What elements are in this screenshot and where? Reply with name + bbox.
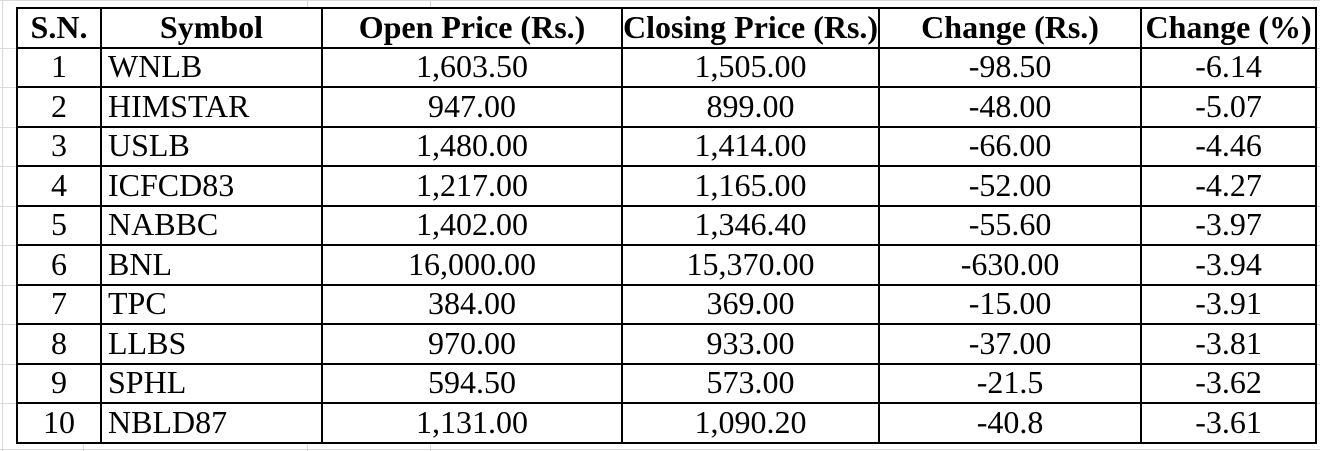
table-row: 7 TPC 384.00 369.00 -15.00 -3.91 [16, 283, 1318, 325]
cell-change-pct: -3.94 [1140, 244, 1318, 286]
cell-closing-price: 1,165.00 [620, 165, 881, 207]
cell-open-price: 1,402.00 [321, 204, 623, 246]
cell-open-price: 1,603.50 [321, 46, 623, 88]
cell-symbol: ICFCD83 [100, 165, 323, 207]
spreadsheet-gridline [307, 443, 308, 451]
spreadsheet-gridline [0, 449, 1320, 450]
table-row: 4 ICFCD83 1,217.00 1,165.00 -52.00 -4.27 [16, 165, 1318, 207]
spreadsheet-gridline [0, 363, 16, 365]
cell-open-price: 1,131.00 [321, 402, 623, 444]
cell-symbol: WNLB [100, 46, 323, 88]
cell-open-price: 1,217.00 [321, 165, 623, 207]
cell-change-pct: -4.46 [1140, 125, 1318, 167]
header-sn: S.N. [16, 7, 102, 49]
table-row: 5 NABBC 1,402.00 1,346.40 -55.60 -3.97 [16, 204, 1318, 246]
cell-open-price: 970.00 [321, 323, 623, 365]
cell-symbol: NBLD87 [100, 402, 323, 444]
cell-closing-price: 369.00 [620, 283, 881, 325]
cell-change-rs: -55.60 [878, 204, 1143, 246]
cell-symbol: BNL [100, 244, 323, 286]
cell-change-rs: -52.00 [878, 165, 1143, 207]
cell-symbol: TPC [100, 283, 323, 325]
cell-change-pct: -3.91 [1140, 283, 1318, 325]
header-open-price: Open Price (Rs.) [321, 7, 623, 49]
header-symbol: Symbol [100, 7, 323, 49]
cell-change-rs: -15.00 [878, 283, 1143, 325]
cell-closing-price: 1,346.40 [620, 204, 881, 246]
table-row: 1 WNLB 1,603.50 1,505.00 -98.50 -6.14 [16, 46, 1318, 88]
cell-symbol: USLB [100, 125, 323, 167]
table-row: 3 USLB 1,480.00 1,414.00 -66.00 -4.46 [16, 125, 1318, 167]
cell-symbol: SPHL [100, 362, 323, 404]
cell-sn: 2 [16, 86, 102, 128]
spreadsheet-gridline [0, 245, 16, 246]
cell-sn: 10 [16, 402, 102, 444]
cell-closing-price: 1,090.20 [620, 402, 881, 444]
spreadsheet-gridline [0, 47, 16, 49]
cell-sn: 7 [16, 283, 102, 325]
spreadsheet-gridline [430, 443, 431, 451]
cell-open-price: 1,480.00 [321, 125, 623, 167]
cell-change-rs: -21.5 [878, 362, 1143, 404]
cell-closing-price: 15,370.00 [620, 244, 881, 286]
cell-sn: 9 [16, 362, 102, 404]
cell-change-rs: -66.00 [878, 125, 1143, 167]
cell-change-pct: -3.62 [1140, 362, 1318, 404]
cell-change-pct: -4.27 [1140, 165, 1318, 207]
cell-open-price: 384.00 [321, 283, 623, 325]
cell-symbol: LLBS [100, 323, 323, 365]
price-change-table: S.N. Symbol Open Price (Rs.) Closing Pri… [16, 7, 1318, 444]
table-row: 9 SPHL 594.50 573.00 -21.5 -3.62 [16, 362, 1318, 404]
spreadsheet-gridline [83, 443, 84, 451]
cell-closing-price: 573.00 [620, 362, 881, 404]
cell-change-pct: -6.14 [1140, 46, 1318, 88]
cell-open-price: 16,000.00 [321, 244, 623, 286]
spreadsheet-gridline [2, 0, 3, 451]
cell-open-price: 594.50 [321, 362, 623, 404]
cell-change-pct: -3.97 [1140, 204, 1318, 246]
table-row: 10 NBLD87 1,131.00 1,090.20 -40.8 -3.61 [16, 402, 1318, 444]
spreadsheet-gridline [0, 87, 16, 88]
cell-change-pct: -3.61 [1140, 402, 1318, 444]
cell-closing-price: 1,505.00 [620, 46, 881, 88]
cell-change-rs: -98.50 [878, 46, 1143, 88]
spreadsheet-gridline [0, 324, 16, 325]
cell-change-pct: -3.81 [1140, 323, 1318, 365]
cell-change-rs: -630.00 [878, 244, 1143, 286]
table-row: 6 BNL 16,000.00 15,370.00 -630.00 -3.94 [16, 244, 1318, 286]
header-row: S.N. Symbol Open Price (Rs.) Closing Pri… [16, 7, 1318, 49]
header-closing-price: Closing Price (Rs.) [620, 7, 881, 49]
cell-open-price: 947.00 [321, 86, 623, 128]
spreadsheet-gridline [0, 403, 16, 404]
cell-change-rs: -40.8 [878, 402, 1143, 444]
cell-sn: 5 [16, 204, 102, 246]
cell-change-pct: -5.07 [1140, 86, 1318, 128]
spreadsheet-gridline [0, 0, 1320, 1]
cell-closing-price: 933.00 [620, 323, 881, 365]
cell-sn: 4 [16, 165, 102, 207]
spreadsheet-gridline [307, 0, 308, 8]
cell-sn: 1 [16, 46, 102, 88]
cell-sn: 6 [16, 244, 102, 286]
cell-closing-price: 1,414.00 [620, 125, 881, 167]
spreadsheet-gridline [0, 205, 16, 207]
spreadsheet-gridline [0, 284, 16, 286]
cell-sn: 8 [16, 323, 102, 365]
spreadsheet-gridline [430, 0, 431, 8]
header-change-pct: Change (%) [1140, 7, 1318, 49]
cell-change-rs: -48.00 [878, 86, 1143, 128]
header-change-rs: Change (Rs.) [878, 7, 1143, 49]
spreadsheet-gridline [0, 126, 16, 128]
cell-change-rs: -37.00 [878, 323, 1143, 365]
table-row: 2 HIMSTAR 947.00 899.00 -48.00 -5.07 [16, 86, 1318, 128]
cell-symbol: HIMSTAR [100, 86, 323, 128]
cell-sn: 3 [16, 125, 102, 167]
spreadsheet-gridline [0, 166, 16, 167]
cell-closing-price: 899.00 [620, 86, 881, 128]
table-row: 8 LLBS 970.00 933.00 -37.00 -3.81 [16, 323, 1318, 365]
cell-symbol: NABBC [100, 204, 323, 246]
